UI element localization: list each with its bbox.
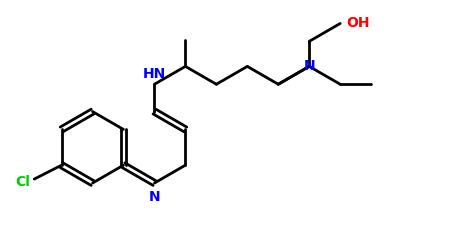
Text: Cl: Cl (16, 174, 30, 189)
Text: N: N (303, 59, 315, 73)
Text: HN: HN (143, 67, 166, 81)
Text: OH: OH (346, 17, 369, 30)
Text: N: N (149, 190, 160, 204)
